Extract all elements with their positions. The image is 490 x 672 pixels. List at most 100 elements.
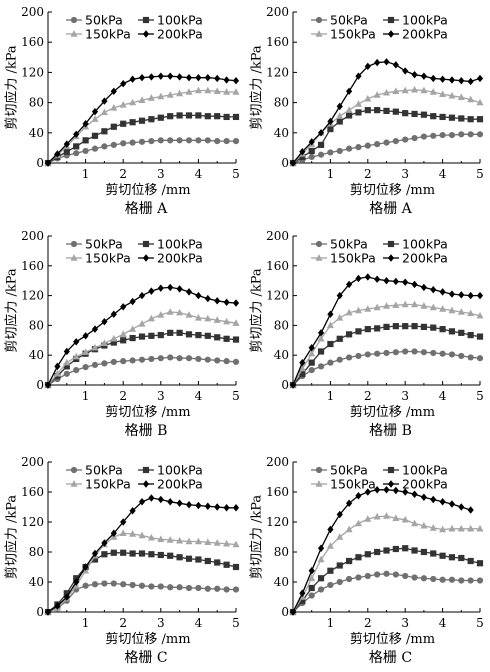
- triangle-marker: [383, 302, 390, 309]
- circle-marker: [167, 584, 174, 591]
- square-marker: [176, 329, 183, 336]
- circle-marker: [430, 132, 437, 139]
- chart-panel: 0 40 80 120 160 200 1 2 3 4 5 剪切应力 /kPa 剪切位移 /mm 格栅 A…: [249, 5, 484, 217]
- square-marker: [299, 153, 306, 161]
- triangle-marker: [100, 108, 108, 116]
- y-tick-label: 160: [266, 485, 289, 499]
- circle-marker: [223, 586, 230, 593]
- chart-panel: 0 40 80 120 160 200 1 2 3 4 5 剪切应力 /kPa 剪切位移 /mm 格栅 B…: [249, 229, 484, 439]
- circle-marker: [411, 348, 418, 355]
- triangle-marker: [401, 86, 409, 94]
- diamond-marker: [223, 298, 230, 307]
- square-marker: [120, 549, 127, 556]
- triangle-marker: [119, 100, 127, 108]
- triangle-marker: [70, 30, 78, 37]
- chart-panel: 0 40 80 120 160 200 1 2 3 4 5 剪切应力 /kPa 剪切位移 /mm 格栅 A…: [4, 5, 240, 217]
- x-axis-label: 剪切位移 /mm: [350, 182, 435, 198]
- triangle-marker: [147, 94, 155, 101]
- triangle-marker: [213, 539, 221, 546]
- diamond-marker: [374, 275, 381, 283]
- triangle-marker: [82, 348, 90, 355]
- diamond-marker: [346, 87, 353, 95]
- y-tick-label: 80: [29, 318, 44, 332]
- square-marker: [327, 567, 334, 574]
- triangle-marker: [129, 325, 137, 332]
- triangle-marker: [185, 88, 193, 95]
- square-marker: [383, 107, 390, 115]
- square-marker: [91, 132, 99, 139]
- y-tick-label: 120: [266, 289, 289, 303]
- square-marker: [448, 554, 456, 561]
- circle-marker: [82, 147, 89, 155]
- circle-marker: [364, 572, 371, 580]
- legend-label: 100kPa: [402, 13, 448, 28]
- x-tick-label: 4: [195, 167, 203, 181]
- diamond-marker: [299, 358, 306, 367]
- y-axis-label: 剪切应力 /kPa: [4, 495, 20, 580]
- diamond-marker: [223, 76, 230, 84]
- circle-marker: [458, 577, 465, 584]
- square-marker: [439, 326, 446, 333]
- legend-label: 100kPa: [402, 237, 448, 252]
- square-marker: [476, 333, 484, 340]
- triangle-marker: [70, 254, 78, 261]
- triangle-marker: [204, 538, 212, 545]
- triangle-marker: [476, 311, 484, 319]
- square-marker: [148, 116, 155, 123]
- diamond-marker: [317, 544, 325, 552]
- circle-marker: [476, 577, 484, 584]
- circle-marker: [374, 350, 381, 357]
- circle-marker: [327, 149, 334, 156]
- y-tick-label: 120: [266, 515, 289, 529]
- diamond-marker: [176, 499, 183, 507]
- square-marker: [420, 111, 427, 118]
- y-tick-label: 40: [29, 348, 44, 362]
- diamond-marker: [129, 507, 136, 515]
- diamond-marker: [364, 488, 371, 496]
- circle-marker: [315, 16, 323, 24]
- x-tick-label: 1: [327, 616, 335, 630]
- diamond-marker: [195, 73, 202, 82]
- square-marker: [232, 336, 240, 343]
- diamond-marker: [129, 297, 136, 306]
- triangle-marker: [185, 311, 193, 318]
- circle-marker: [308, 592, 315, 599]
- square-marker: [411, 547, 418, 554]
- circle-marker: [420, 349, 427, 356]
- triangle-marker: [354, 100, 362, 107]
- x-tick-label: 1: [327, 389, 335, 403]
- triangle-marker: [100, 339, 108, 346]
- square-marker: [308, 584, 315, 592]
- circle-marker: [374, 141, 381, 148]
- diamond-marker: [195, 291, 202, 300]
- diamond-marker: [44, 381, 52, 389]
- triangle-marker: [326, 321, 334, 329]
- y-axis-label: 剪切应力 /kPa: [249, 268, 265, 353]
- square-marker: [91, 556, 99, 563]
- square-marker: [336, 562, 343, 569]
- x-axis-label: 剪切位移 /mm: [105, 404, 190, 420]
- legend-label: 50kPa: [85, 463, 123, 478]
- triangle-marker: [185, 537, 193, 545]
- diamond-marker: [204, 73, 211, 82]
- circle-marker: [204, 356, 211, 363]
- diamond-marker: [148, 73, 155, 81]
- circle-marker: [91, 361, 99, 368]
- circle-marker: [364, 351, 371, 358]
- triangle-marker: [317, 555, 325, 563]
- circle-marker: [195, 584, 202, 592]
- diamond-marker: [402, 488, 409, 496]
- triangle-marker: [336, 533, 344, 540]
- diamond-marker: [355, 492, 362, 500]
- square-marker: [110, 339, 117, 346]
- y-tick-label: 40: [29, 575, 44, 589]
- triangle-marker: [223, 317, 231, 325]
- diamond-marker: [392, 486, 399, 495]
- square-marker: [355, 109, 362, 116]
- circle-marker: [120, 358, 127, 365]
- circle-marker: [476, 131, 484, 138]
- y-tick-label: 40: [29, 126, 44, 140]
- x-axis-label: 剪切位移 /mm: [350, 631, 435, 647]
- y-tick-label: 40: [274, 348, 289, 362]
- triangle-marker: [147, 314, 155, 322]
